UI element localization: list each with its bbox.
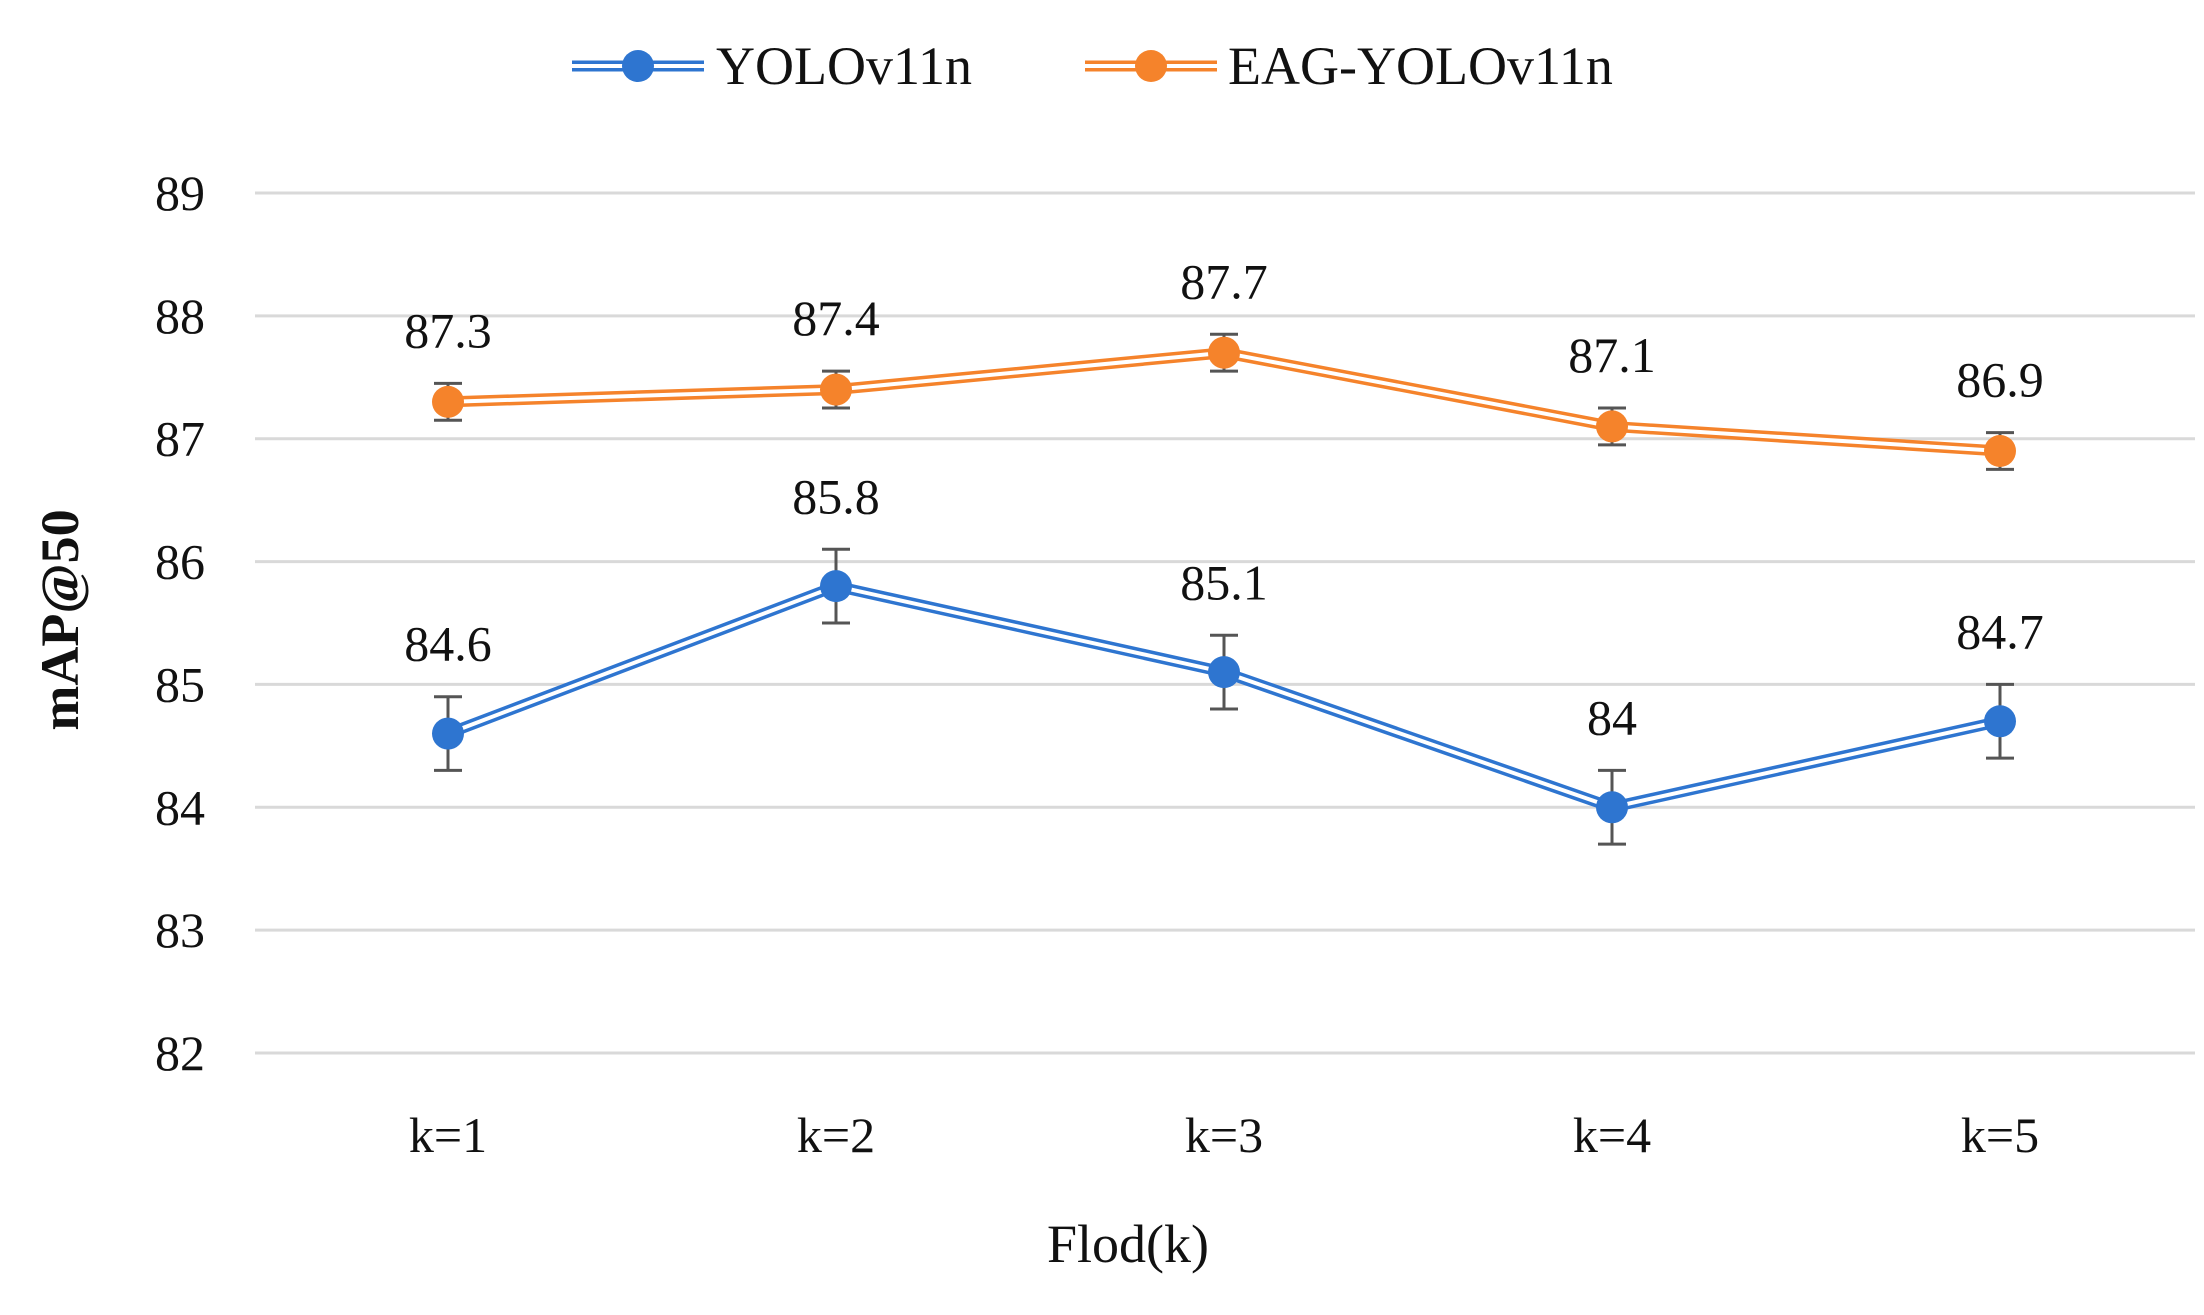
y-axis-ticks: 82 83 84 85 86 87 88 89: [155, 165, 205, 1081]
series-eag-yolov11n: 87.3 87.4 87.7 87.1 86.9: [404, 253, 2044, 471]
data-label: 84.6: [404, 616, 492, 672]
data-point: [1984, 435, 2016, 467]
series-layer: 84.6 85.8 85.1 84 84.7 87.3 87.4 87.7 87.1 86.9: [404, 253, 2044, 846]
y-tick-label: 84: [155, 779, 205, 835]
x-tick-label: k=1: [409, 1107, 487, 1163]
data-label: 87.1: [1568, 327, 1656, 383]
y-tick-label: 89: [155, 165, 205, 221]
legend-marker: [622, 50, 654, 82]
data-point: [820, 570, 852, 603]
legend-label: EAG-YOLOv11n: [1228, 36, 1613, 96]
data-point: [432, 717, 464, 750]
data-point: [1208, 336, 1240, 369]
legend-marker: [1135, 50, 1167, 82]
data-label: 87.4: [792, 290, 880, 346]
data-label: 85.8: [792, 468, 880, 524]
legend-label: YOLOv11n: [716, 36, 972, 96]
data-label: 87.7: [1180, 253, 1268, 309]
x-tick-label: k=2: [797, 1107, 875, 1163]
data-label: 85.1: [1180, 554, 1268, 610]
gridlines: [255, 191, 2195, 1055]
data-label: 84.7: [1956, 603, 2044, 659]
data-point: [1984, 705, 2016, 738]
y-axis-title: mAP@50: [30, 509, 90, 730]
data-point: [432, 385, 464, 418]
x-axis-title: Flod(k): [1047, 1214, 1209, 1274]
y-tick-label: 86: [155, 534, 205, 590]
data-point: [1208, 656, 1240, 689]
data-label: 84: [1587, 689, 1637, 745]
y-tick-label: 85: [155, 656, 205, 712]
series-yolov11n: 84.6 85.8 85.1 84 84.7: [404, 468, 2044, 846]
data-label: 86.9: [1956, 352, 2044, 408]
x-tick-label: k=5: [1961, 1107, 2039, 1163]
data-point: [820, 373, 852, 406]
data-point: [1596, 791, 1628, 824]
legend: YOLOv11n EAG-YOLOv11n: [572, 36, 1613, 96]
y-tick-label: 88: [155, 288, 205, 344]
x-axis-ticks: k=1 k=2 k=3 k=4 k=5: [409, 1107, 2039, 1163]
legend-item-yolov11n: YOLOv11n: [572, 36, 972, 96]
x-tick-label: k=3: [1185, 1107, 1263, 1163]
data-point: [1596, 410, 1628, 443]
y-tick-label: 87: [155, 411, 205, 467]
legend-item-eag-yolov11n: EAG-YOLOv11n: [1085, 36, 1613, 96]
data-label: 87.3: [404, 302, 492, 358]
x-tick-label: k=4: [1573, 1107, 1651, 1163]
y-tick-label: 82: [155, 1025, 205, 1081]
y-tick-label: 83: [155, 902, 205, 958]
